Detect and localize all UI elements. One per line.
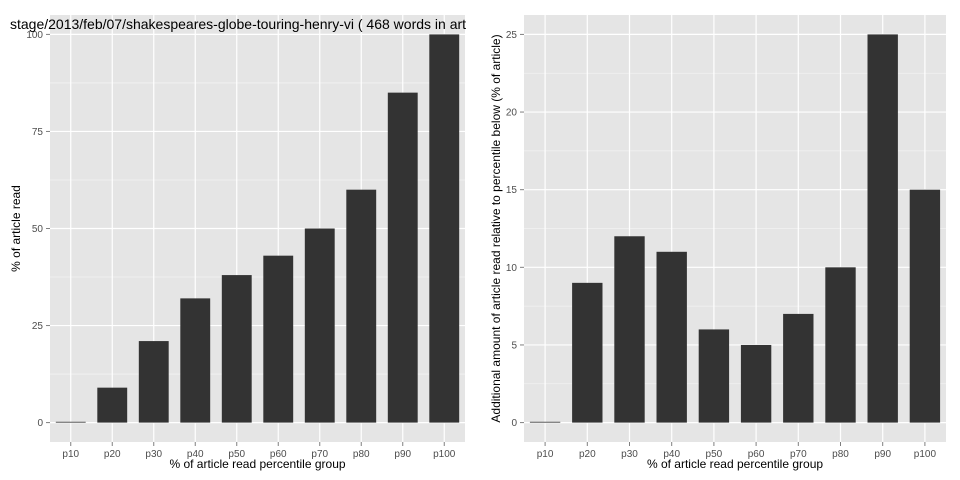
y-tick-label: 15 — [506, 185, 518, 196]
bar-p90 — [387, 92, 418, 423]
right-bars — [529, 34, 941, 423]
bar-p80 — [346, 189, 377, 423]
x-tick-label-p40: p40 — [187, 449, 204, 460]
left-bars — [55, 34, 460, 423]
x-tick-label-p70: p70 — [790, 449, 807, 460]
bar-p60 — [263, 255, 294, 423]
x-tick-label-p10: p10 — [537, 449, 554, 460]
bar-p60 — [740, 344, 772, 423]
right-x-ticks: p10 p20 p30 p40 p50 p60 p70 p80 p90 p100 — [537, 442, 937, 460]
bar-p30 — [614, 236, 645, 423]
left-x-ticks: p10 p20 p30 p40 p50 p60 p70 p80 p90 p100 — [62, 442, 456, 460]
y-tick-label: 25 — [32, 321, 44, 332]
x-tick-label-p50: p50 — [706, 449, 723, 460]
y-tick-label: 20 — [506, 108, 518, 119]
x-tick-label-p80: p80 — [832, 449, 849, 460]
left-y-ticks: 0 25 50 75 100 — [26, 30, 50, 429]
right-x-axis-title: % of article read percentile group — [647, 457, 823, 471]
y-tick-label: 10 — [506, 263, 518, 274]
x-tick-label-p30: p30 — [145, 449, 162, 460]
x-tick-label-p100: p100 — [914, 449, 937, 460]
bar-p10 — [55, 421, 86, 423]
x-tick-label-p30: p30 — [621, 449, 638, 460]
x-tick-label-p50: p50 — [228, 449, 245, 460]
bar-p30 — [138, 341, 169, 423]
bar-p80 — [825, 267, 856, 423]
left-x-axis-title: % of article read percentile group — [169, 457, 345, 471]
x-tick-label-p90: p90 — [394, 449, 411, 460]
bar-p20 — [97, 387, 128, 423]
y-tick-label: 75 — [32, 127, 44, 138]
bar-p40 — [180, 298, 211, 423]
y-tick-label: 0 — [511, 418, 517, 429]
right-y-ticks: 0 5 10 15 20 25 — [506, 30, 524, 429]
x-tick-label-p90: p90 — [874, 449, 891, 460]
y-tick-label: 0 — [37, 418, 43, 429]
bar-p70 — [783, 313, 814, 423]
y-tick-label: 5 — [511, 340, 517, 351]
x-tick-label-p20: p20 — [579, 449, 596, 460]
x-tick-label-p40: p40 — [663, 449, 680, 460]
bar-p20 — [572, 282, 603, 423]
x-tick-label-p70: p70 — [311, 449, 328, 460]
bar-p90 — [867, 34, 898, 423]
x-tick-label-p60: p60 — [748, 449, 765, 460]
x-tick-label-p10: p10 — [62, 449, 79, 460]
y-tick-label: 100 — [26, 30, 43, 41]
bar-p100 — [429, 34, 460, 423]
bar-p50 — [221, 275, 252, 423]
bar-p40 — [656, 251, 687, 423]
bar-p50 — [698, 329, 730, 423]
right-y-axis-title: Additional amount of article read relati… — [489, 34, 503, 422]
left-y-axis-title: % of article read — [9, 185, 23, 272]
x-tick-label-p80: p80 — [353, 449, 370, 460]
y-tick-label: 25 — [506, 30, 518, 41]
bar-p70 — [304, 228, 335, 423]
bar-p10 — [529, 421, 561, 423]
bar-p100 — [909, 189, 941, 423]
left-chart-title: stage/2013/feb/07/shakespeares-globe-tou… — [10, 16, 466, 32]
x-tick-label-p20: p20 — [104, 449, 121, 460]
x-tick-label-p100: p100 — [433, 449, 456, 460]
x-tick-label-p60: p60 — [270, 449, 287, 460]
y-tick-label: 50 — [32, 224, 44, 235]
